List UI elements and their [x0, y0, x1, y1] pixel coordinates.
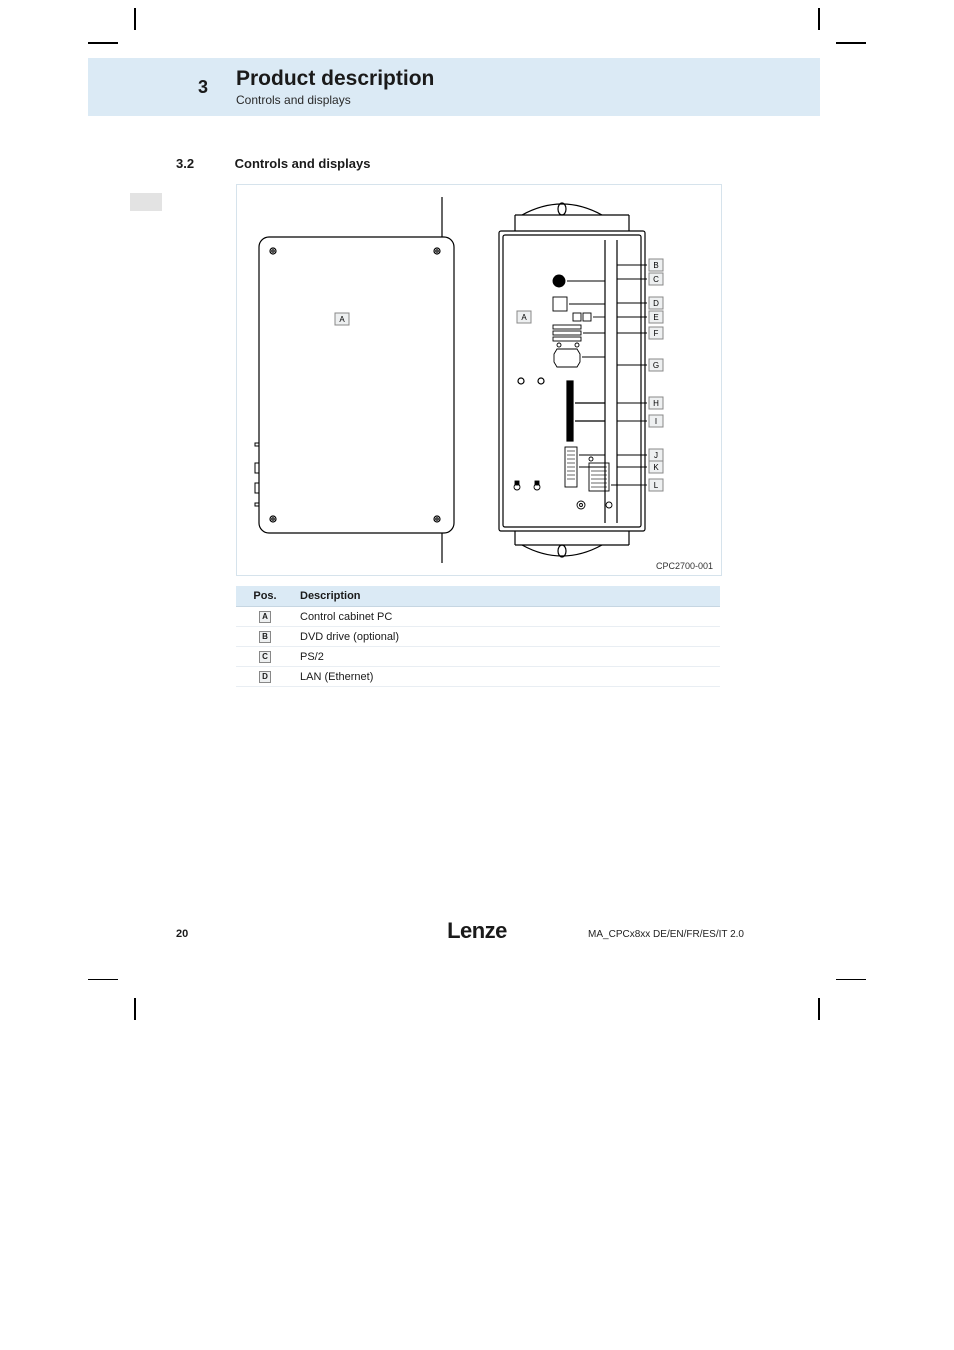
svg-text:I: I	[655, 417, 657, 426]
svg-text:K: K	[653, 463, 659, 472]
crop-mark	[88, 979, 118, 981]
crop-mark	[134, 998, 136, 1020]
svg-text:B: B	[653, 261, 658, 270]
svg-text:C: C	[653, 275, 659, 284]
table-row: A Control cabinet PC	[236, 607, 720, 627]
crop-mark	[818, 8, 820, 30]
table-row: D LAN (Ethernet)	[236, 667, 720, 687]
desc-cell: Control cabinet PC	[294, 607, 720, 627]
figure-label-front-A: A	[335, 313, 349, 325]
crop-mark	[818, 998, 820, 1020]
svg-text:A: A	[521, 313, 527, 322]
svg-text:H: H	[653, 399, 659, 408]
chapter-header: 3 Product description Controls and displ…	[88, 58, 820, 116]
crop-mark	[836, 42, 866, 44]
col-desc: Description	[294, 586, 720, 607]
svg-text:J: J	[654, 451, 658, 460]
desc-cell: LAN (Ethernet)	[294, 667, 720, 687]
desc-cell: DVD drive (optional)	[294, 627, 720, 647]
section-heading: 3.2 Controls and displays	[176, 156, 370, 171]
pos-badge: D	[259, 671, 271, 683]
col-pos: Pos.	[236, 586, 294, 607]
pos-badge: B	[259, 631, 271, 643]
svg-text:A: A	[339, 315, 345, 324]
svg-text:F: F	[654, 329, 659, 338]
table-row: C PS/2	[236, 647, 720, 667]
section-number: 3.2	[176, 156, 231, 171]
desc-cell: PS/2	[294, 647, 720, 667]
svg-text:D: D	[653, 299, 659, 308]
chapter-title: Product description	[236, 67, 434, 90]
svg-text:G: G	[653, 361, 659, 370]
position-description-table: Pos. Description A Control cabinet PC B …	[236, 586, 720, 687]
svg-text:L: L	[654, 481, 659, 490]
figure-reference-id: CPC2700-001	[656, 561, 713, 571]
chapter-number: 3	[88, 77, 236, 98]
section-title: Controls and displays	[235, 156, 371, 171]
doc-id: MA_CPCx8xx DE/EN/FR/ES/IT 2.0	[588, 929, 744, 940]
crop-mark	[88, 42, 118, 44]
pos-badge: A	[259, 611, 271, 623]
svg-text:E: E	[653, 313, 658, 322]
brand-logo: Lenze	[0, 918, 954, 944]
device-diagram-svg: A	[237, 185, 721, 575]
crop-mark	[836, 979, 866, 981]
figure-controls-displays: A	[236, 184, 722, 576]
pos-badge: C	[259, 651, 271, 663]
table-row: B DVD drive (optional)	[236, 627, 720, 647]
chapter-subtitle: Controls and displays	[236, 93, 434, 107]
margin-tab	[130, 193, 162, 211]
crop-mark	[134, 8, 136, 30]
